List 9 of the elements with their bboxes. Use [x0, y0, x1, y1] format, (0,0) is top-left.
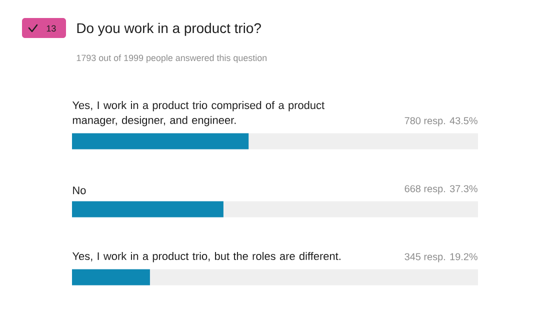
y-tick-label: Yes, I work in a product trio comprised of a product manager, designer, and engineer. [72, 101, 324, 126]
y-tick-label: No [73, 186, 86, 194]
text: 13 [46, 25, 56, 32]
data-label: 780 resp. 43.5% [404, 117, 478, 126]
data-label: 345 resp. 19.2% [404, 253, 478, 262]
y-tick-label: Yes, I work in a product trio, but the roles are different. [72, 252, 340, 262]
data-label: 668 resp. 37.3% [404, 185, 478, 194]
chart-title: Do you work in a product trio? [77, 22, 261, 36]
chart-subtitle: 1793 out of 1999 people answered this question [76, 54, 267, 63]
